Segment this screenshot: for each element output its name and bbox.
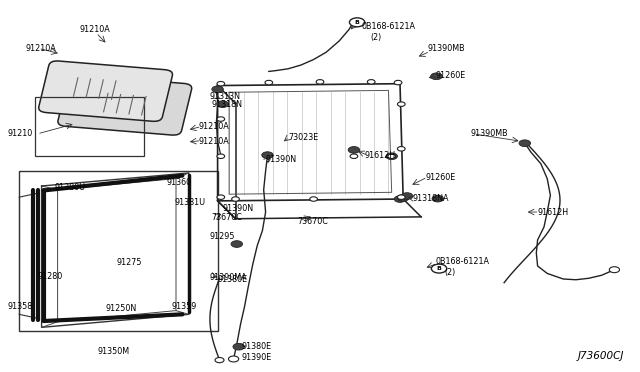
Text: 91295: 91295 [209,232,235,241]
Circle shape [401,193,413,199]
Circle shape [431,264,447,273]
Text: 91350M: 91350M [98,347,130,356]
Circle shape [310,197,317,201]
Text: 91275: 91275 [116,258,142,267]
Circle shape [609,267,620,273]
Circle shape [394,196,406,202]
Circle shape [388,154,396,158]
Text: 91612H: 91612H [538,208,569,217]
Text: 73023E: 73023E [288,133,318,142]
Circle shape [316,80,324,84]
Text: 73670C: 73670C [298,217,328,226]
Circle shape [397,102,405,106]
Text: (2): (2) [370,33,381,42]
Text: (2): (2) [444,268,456,277]
Text: 91390N: 91390N [266,155,297,164]
Text: 91318NA: 91318NA [413,194,449,203]
Text: 91612H: 91612H [365,151,396,160]
Text: 91260E: 91260E [426,173,456,182]
Circle shape [212,86,223,93]
Circle shape [397,195,409,201]
Text: 91380U: 91380U [54,183,86,192]
Circle shape [432,195,444,202]
Text: 91360: 91360 [166,178,191,187]
Text: 91280: 91280 [37,272,62,280]
Text: 91250N: 91250N [106,304,137,313]
FancyBboxPatch shape [38,61,173,121]
Text: 91260E: 91260E [435,71,465,80]
Circle shape [397,147,405,151]
Circle shape [349,18,365,27]
Text: 91390N: 91390N [223,204,254,213]
Text: 91380E: 91380E [242,342,272,351]
Text: 91381U: 91381U [174,198,205,207]
Text: 91359: 91359 [172,302,197,311]
Text: 91210: 91210 [8,129,33,138]
Circle shape [217,195,225,199]
Text: 91358: 91358 [8,302,33,311]
Circle shape [217,154,225,158]
Text: 91318N: 91318N [211,100,242,109]
Circle shape [394,80,402,85]
Circle shape [228,356,239,362]
Text: 91390E: 91390E [242,353,272,362]
Circle shape [232,197,239,201]
FancyBboxPatch shape [58,75,192,135]
Circle shape [215,357,224,363]
Circle shape [265,80,273,85]
Circle shape [519,140,531,147]
Text: 91390MB: 91390MB [470,129,508,138]
Text: 91210A: 91210A [26,44,56,53]
Text: 91390MB: 91390MB [428,44,465,53]
Text: 0B168-6121A: 0B168-6121A [362,22,415,31]
Text: 91210A: 91210A [198,122,229,131]
Text: J73600CJ: J73600CJ [578,351,624,361]
Text: 91390MA: 91390MA [210,273,248,282]
Text: B: B [436,266,442,271]
Text: 91210A: 91210A [79,25,110,34]
Circle shape [431,73,442,80]
Circle shape [233,343,244,350]
Circle shape [231,241,243,247]
Text: 73670C: 73670C [211,213,242,222]
Circle shape [262,152,273,158]
Bar [19,171,218,331]
Circle shape [348,147,360,153]
Circle shape [350,154,358,158]
Text: B: B [355,20,360,25]
Circle shape [217,81,225,86]
Text: 91210A: 91210A [198,137,229,146]
Text: 91380E: 91380E [218,275,248,284]
Text: 91313N: 91313N [209,92,240,101]
Circle shape [217,117,225,121]
Circle shape [386,153,397,160]
Text: 0B168-6121A: 0B168-6121A [435,257,489,266]
Circle shape [397,195,405,199]
Circle shape [367,80,375,84]
Circle shape [217,101,228,108]
Bar [35,97,144,156]
